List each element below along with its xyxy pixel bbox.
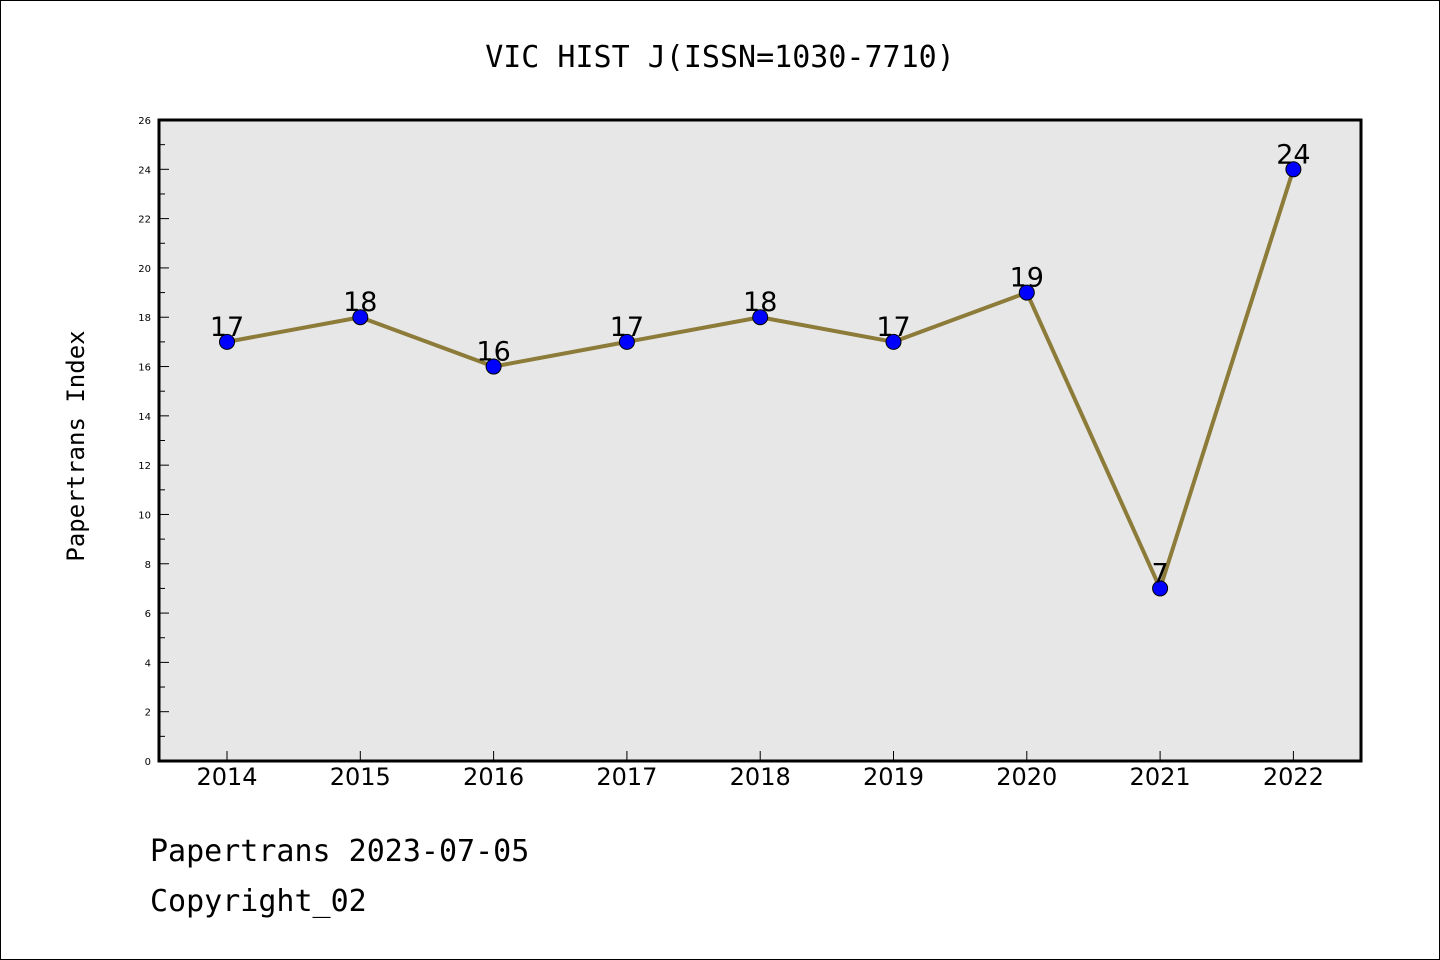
y-tick-label: 0 (145, 757, 151, 768)
x-tick-label: 2018 (730, 763, 791, 791)
x-axis: 2014 2015 2016 2017 2018 2019 2020 2021 2022 (196, 751, 1324, 791)
data-label: 18 (743, 287, 777, 318)
x-tick-label: 2016 (463, 763, 524, 791)
data-label: 17 (610, 312, 644, 343)
y-tick-label: 16 (138, 363, 151, 374)
x-tick-label: 2017 (596, 763, 657, 791)
data-point-marker (1285, 161, 1302, 178)
footer-copyright: Copyright_02 (150, 884, 367, 919)
data-label: 7 (1152, 558, 1169, 589)
data-label: 17 (876, 312, 910, 343)
x-tick-label: 2021 (1130, 763, 1191, 791)
y-tick-label: 8 (145, 560, 151, 571)
y-tick-label: 20 (138, 264, 151, 275)
data-label: 24 (1276, 139, 1310, 170)
data-point-marker (219, 333, 235, 350)
x-tick-label: 2022 (1263, 763, 1324, 791)
y-tick-label: 6 (145, 609, 151, 620)
data-label: 18 (343, 287, 377, 318)
y-tick-label: 22 (138, 215, 151, 226)
y-axis-label: Papertrans Index (62, 330, 90, 561)
x-tick-label: 2020 (996, 763, 1057, 791)
data-point-marker (752, 309, 769, 326)
data-point-marker (352, 309, 369, 326)
footer-date: Papertrans 2023-07-05 (150, 834, 530, 869)
data-label: 16 (476, 337, 510, 368)
data-point-marker (1018, 284, 1035, 301)
plot-area (157, 118, 1363, 763)
y-tick-label: 14 (138, 412, 151, 423)
data-point-marker (485, 358, 502, 375)
data-point-marker (618, 333, 635, 350)
data-label: 17 (210, 312, 244, 343)
x-tick-label: 2015 (330, 763, 391, 791)
y-tick-label: 24 (138, 165, 151, 176)
x-tick-label: 2019 (863, 763, 924, 791)
y-tick-label: 10 (138, 510, 151, 521)
chart-title: VIC HIST J(ISSN=1030-7710) (485, 40, 955, 75)
x-tick-label: 2014 (196, 763, 257, 791)
y-tick-label: 4 (145, 658, 151, 669)
y-tick-label: 2 (145, 708, 151, 719)
y-tick-label: 18 (138, 313, 151, 324)
series-line-group: 17 18 16 17 18 17 19 7 24 (210, 139, 1311, 597)
data-point-marker (885, 333, 902, 350)
data-point-marker (1152, 580, 1169, 597)
y-tick-label: 26 (138, 116, 151, 127)
y-tick-label: 12 (138, 461, 151, 472)
data-label: 19 (1010, 263, 1044, 294)
